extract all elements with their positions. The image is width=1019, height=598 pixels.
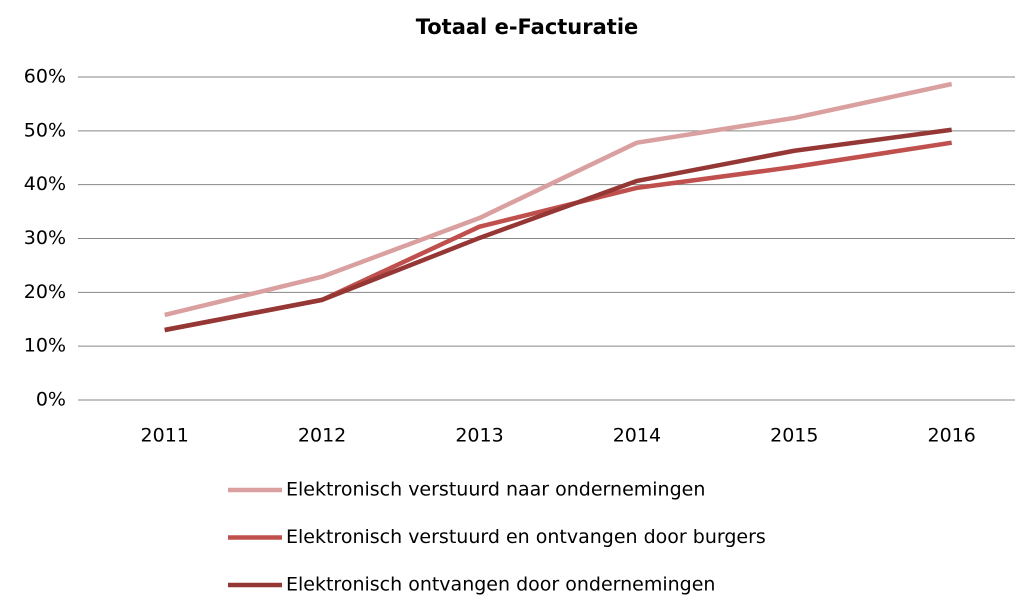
y-tick-label: 10% xyxy=(24,335,66,357)
legend-label: Elektronisch verstuurd en ontvangen door… xyxy=(286,526,766,548)
y-tick-label: 60% xyxy=(24,66,66,88)
y-tick-label: 40% xyxy=(24,173,66,195)
y-tick-label: 50% xyxy=(24,119,66,141)
chart-title: Totaal e-Facturatie xyxy=(416,15,639,39)
legend-label: Elektronisch verstuurd naar onderneminge… xyxy=(286,479,705,501)
x-tick-label: 2014 xyxy=(613,425,661,447)
y-tick-label: 30% xyxy=(24,227,66,249)
y-tick-label: 0% xyxy=(36,389,66,411)
y-tick-label: 20% xyxy=(24,281,66,303)
x-tick-label: 2015 xyxy=(770,425,818,447)
x-tick-label: 2016 xyxy=(928,425,976,447)
x-tick-label: 2012 xyxy=(298,425,346,447)
line-series xyxy=(164,127,952,333)
x-tick-label: 2013 xyxy=(455,425,503,447)
line-series xyxy=(164,140,953,333)
legend-label: Elektronisch ontvangen door onderneminge… xyxy=(286,574,715,596)
line-series xyxy=(164,81,953,318)
x-tick-label: 2011 xyxy=(141,425,189,447)
